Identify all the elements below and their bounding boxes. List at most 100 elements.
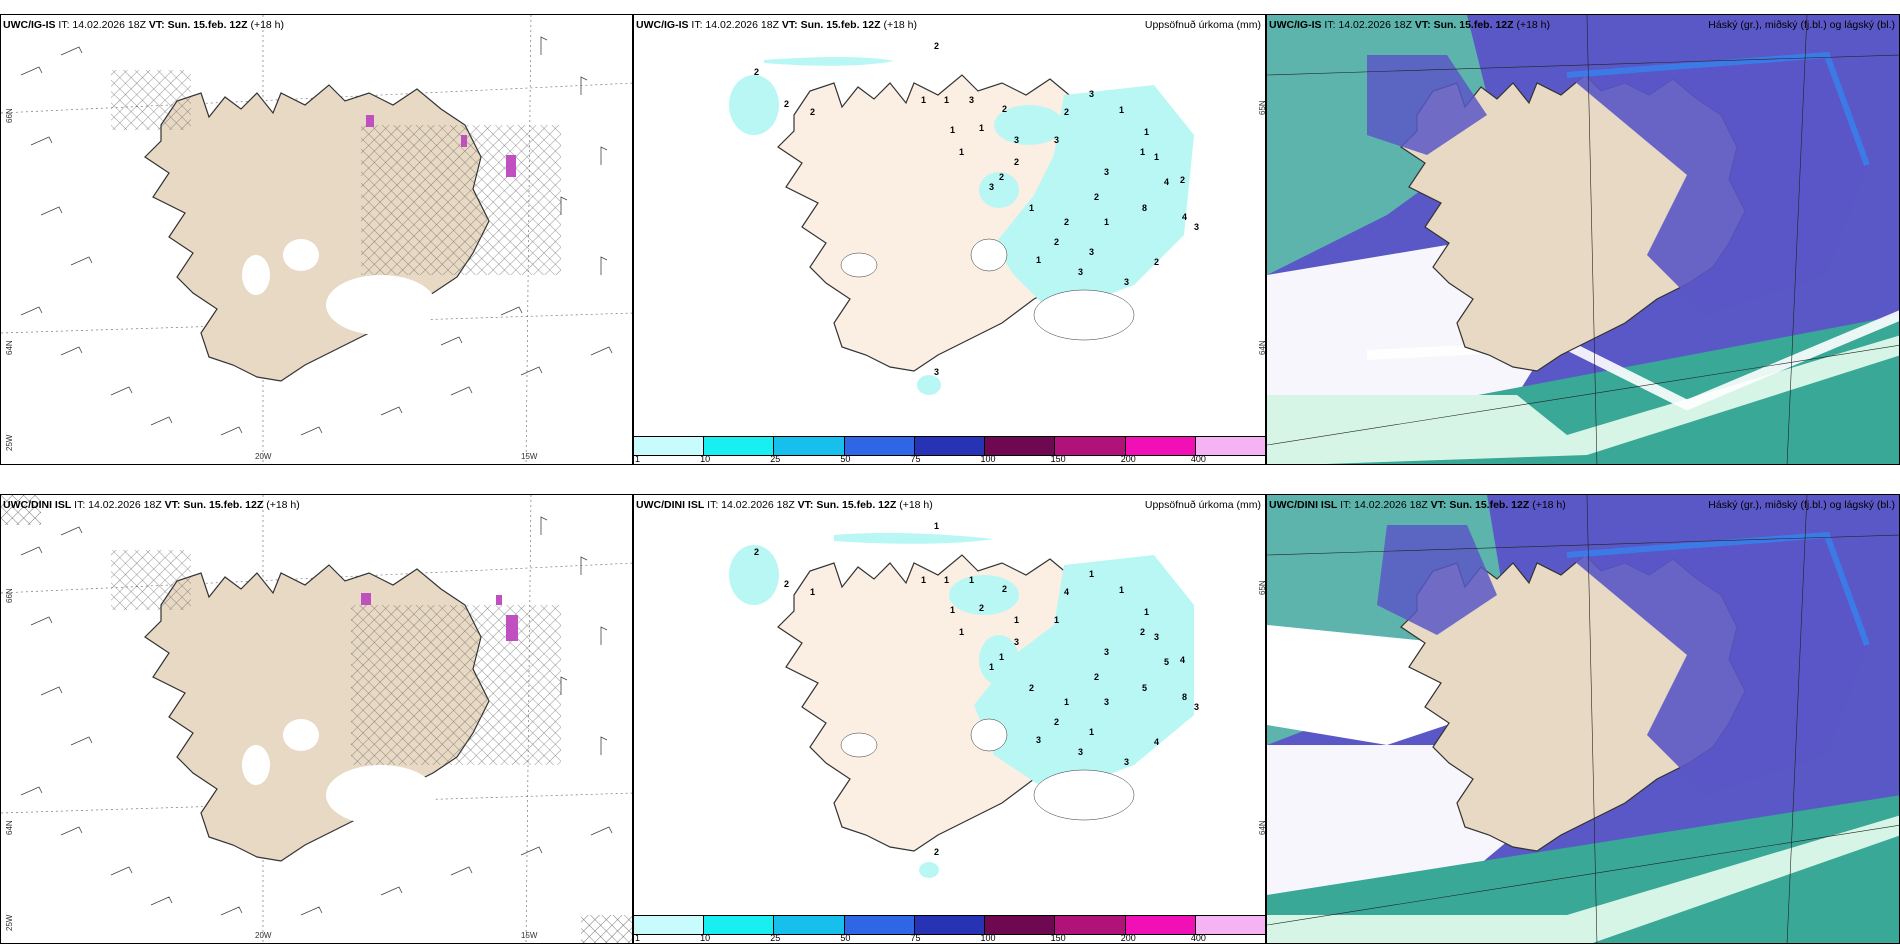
precip-value-label: 3 bbox=[1194, 222, 1199, 232]
precip-value-label: 1 bbox=[959, 147, 964, 157]
precip-value-label: 3 bbox=[1124, 277, 1129, 287]
precip-value-label: 1 bbox=[979, 123, 984, 133]
row1-wind-map-panel: UWC/IG-IS IT: 14.02.2026 18Z VT: Sun. 15… bbox=[0, 14, 633, 465]
colorbar-label: 50 bbox=[840, 933, 851, 943]
precip-value-label: 4 bbox=[1064, 587, 1069, 597]
precip-value-label: 2 bbox=[1064, 107, 1069, 117]
cloud-map bbox=[1267, 15, 1899, 464]
lon-label: 15W bbox=[521, 931, 538, 940]
precip-value-label: 3 bbox=[1014, 637, 1019, 647]
precip-value-label: 5 bbox=[1142, 683, 1147, 693]
colorbar-swatch bbox=[774, 437, 845, 455]
precip-value-label: 1 bbox=[950, 605, 955, 615]
colorbar-swatch bbox=[844, 916, 915, 934]
precip-value-label: 2 bbox=[1094, 192, 1099, 202]
panel-title: Háský (gr.), miðský (fj.bl.) og lágský (… bbox=[1708, 499, 1895, 511]
colorbar-label: 1 bbox=[635, 933, 641, 943]
precip-value-label: 3 bbox=[934, 367, 939, 377]
lat-label: 64N bbox=[1258, 340, 1266, 355]
panel-header: UWC/DINI ISL IT: 14.02.2026 18Z VT: Sun.… bbox=[3, 499, 300, 511]
wind-map bbox=[1, 495, 632, 943]
colorbar-label: 25 bbox=[770, 933, 781, 943]
panel-header: UWC/IG-IS IT: 14.02.2026 18Z VT: Sun. 15… bbox=[1269, 19, 1551, 31]
wind-map bbox=[1, 15, 632, 464]
colorbar-label: 75 bbox=[910, 454, 921, 464]
precip-value-label: 3 bbox=[1154, 632, 1159, 642]
precip-value-label: 1 bbox=[944, 95, 949, 105]
precip-value-label: 3 bbox=[1036, 735, 1041, 745]
colorbar-swatch bbox=[1125, 916, 1196, 934]
colorbar-label: 25 bbox=[770, 454, 781, 464]
colorbar-swatch bbox=[914, 916, 986, 934]
colorbar-label: 150 bbox=[1050, 454, 1066, 464]
precip-value-label: 3 bbox=[1014, 135, 1019, 145]
precip-value-label: 2 bbox=[1014, 157, 1019, 167]
precip-value-label: 1 bbox=[1089, 569, 1094, 579]
precip-value-label: 3 bbox=[969, 95, 974, 105]
cloud-map bbox=[1267, 495, 1899, 943]
colorbar-label: 150 bbox=[1050, 933, 1066, 943]
colorbar-swatches bbox=[634, 436, 1265, 456]
precip-value-label: 2 bbox=[1154, 257, 1159, 267]
colorbar-swatch bbox=[774, 916, 845, 934]
precip-value-label: 1 bbox=[921, 575, 926, 585]
precip-value-label: 1 bbox=[1154, 152, 1159, 162]
colorbar-swatch bbox=[844, 437, 915, 455]
lon-label: 25W bbox=[5, 434, 14, 451]
wind-barbs bbox=[20, 36, 613, 436]
lon-label: 20W bbox=[255, 452, 272, 461]
lon-label: 25W bbox=[5, 914, 14, 931]
precip-value-label: 1 bbox=[1119, 585, 1124, 595]
precip-value-label: 1 bbox=[1036, 255, 1041, 265]
colorbar-label: 100 bbox=[980, 454, 996, 464]
lat-label: 65N bbox=[1258, 100, 1266, 115]
colorbar-swatch bbox=[1055, 916, 1126, 934]
precip-value-label: 1 bbox=[959, 627, 964, 637]
colorbar-label: 75 bbox=[910, 933, 921, 943]
precip-value-label: 1 bbox=[969, 575, 974, 585]
lon-label: 20W bbox=[255, 931, 272, 940]
row1-cloud-map-panel: UWC/IG-IS IT: 14.02.2026 18Z VT: Sun. 15… bbox=[1266, 14, 1900, 465]
colorbar-swatch bbox=[704, 437, 775, 455]
precip-value-label: 1 bbox=[1064, 697, 1069, 707]
precip-value-label: 4 bbox=[1154, 737, 1159, 747]
precip-value-label: 2 bbox=[1054, 717, 1059, 727]
lon-label: 15W bbox=[521, 452, 538, 461]
colorbar-swatch bbox=[1195, 916, 1265, 934]
lat-label: 66N bbox=[5, 588, 14, 603]
precip-value-label: 2 bbox=[1064, 217, 1069, 227]
precip-value-label: 3 bbox=[1054, 135, 1059, 145]
panel-title: Háský (gr.), miðský (fj.bl.) og lágský (… bbox=[1708, 19, 1895, 31]
precip-value-label: 1 bbox=[1014, 615, 1019, 625]
lat-label: 66N bbox=[5, 108, 14, 123]
colorbar-swatch bbox=[985, 916, 1056, 934]
precip-value-label: 1 bbox=[1054, 615, 1059, 625]
precip-colorbar: 1 10 25 50 75 100 150 200 400 bbox=[634, 915, 1265, 943]
precip-value-label: 1 bbox=[989, 662, 994, 672]
precip-value-label: 2 bbox=[1029, 683, 1034, 693]
colorbar-swatch bbox=[914, 437, 986, 455]
colorbar-label: 400 bbox=[1190, 454, 1206, 464]
precip-value-label: 2 bbox=[1002, 104, 1007, 114]
precip-value-label: 2 bbox=[784, 579, 789, 589]
colorbar-swatch bbox=[1055, 437, 1126, 455]
precip-value-label: 2 bbox=[784, 99, 789, 109]
precip-value-label: 2 bbox=[1054, 237, 1059, 247]
precip-value-label: 4 bbox=[1182, 212, 1187, 222]
precip-value-label: 2 bbox=[810, 107, 815, 117]
colorbar-label: 10 bbox=[700, 933, 711, 943]
panel-title: Uppsöfnuð úrkoma (mm) bbox=[1144, 499, 1261, 511]
precip-value-label: 1 bbox=[944, 575, 949, 585]
precip-value-label: 3 bbox=[1104, 647, 1109, 657]
precip-value-label: 1 bbox=[1140, 147, 1145, 157]
precip-patch bbox=[366, 115, 374, 127]
colorbar-swatch bbox=[1195, 437, 1265, 455]
panel-title: Uppsöfnuð úrkoma (mm) bbox=[1144, 19, 1261, 31]
precip-value-label: 3 bbox=[1104, 167, 1109, 177]
precip-value-label: 2 bbox=[1180, 175, 1185, 185]
precip-value-label: 3 bbox=[1089, 89, 1094, 99]
